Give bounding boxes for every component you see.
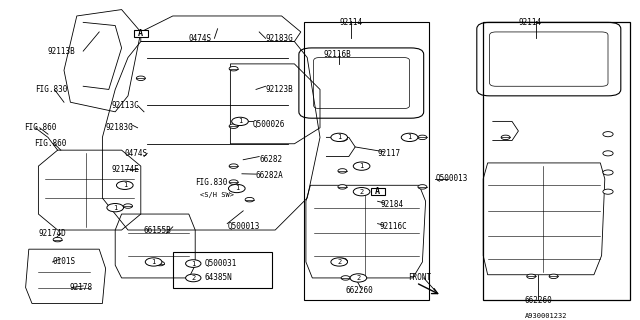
Text: 92114: 92114 [518,18,541,27]
Text: 0474S: 0474S [189,34,212,43]
Circle shape [331,258,348,266]
Circle shape [418,185,427,189]
Text: 92183G: 92183G [266,34,293,43]
Circle shape [603,132,613,137]
Text: 92183G: 92183G [106,123,133,132]
Text: A: A [375,187,380,196]
Circle shape [156,261,164,266]
Text: 1: 1 [238,118,242,124]
Circle shape [338,169,347,173]
Circle shape [501,135,510,140]
Text: 64385N: 64385N [205,273,232,283]
Circle shape [331,133,348,141]
Text: 0474S: 0474S [125,149,148,158]
Circle shape [401,133,418,141]
Text: 2: 2 [360,189,364,195]
Bar [371,188,385,195]
Circle shape [229,124,238,128]
Circle shape [124,183,132,188]
Text: 1: 1 [337,134,341,140]
Text: 1: 1 [191,260,195,267]
Bar [483,22,630,300]
Circle shape [116,181,133,189]
Text: 92184: 92184 [381,200,404,209]
Text: 1: 1 [123,182,127,188]
Bar [304,22,429,300]
Circle shape [229,67,238,71]
Text: FIG.860: FIG.860 [24,123,57,132]
Bar [173,252,272,287]
Text: 92116B: 92116B [323,50,351,59]
Circle shape [229,180,238,184]
Text: 66282: 66282 [259,155,282,164]
Text: 92116C: 92116C [380,222,407,231]
Text: 662260: 662260 [346,286,373,295]
Text: Q500013: Q500013 [227,222,260,231]
Text: 662260: 662260 [525,296,552,305]
Text: 0101S: 0101S [52,258,76,267]
Circle shape [124,204,132,208]
Circle shape [603,189,613,194]
Text: 1: 1 [235,186,239,191]
Circle shape [136,76,145,81]
Circle shape [353,188,370,196]
Text: FIG.830: FIG.830 [195,178,228,187]
Circle shape [338,137,347,141]
Circle shape [186,260,201,268]
Circle shape [350,274,367,282]
Text: 92114: 92114 [339,18,362,27]
Text: 2: 2 [337,259,341,265]
Text: A: A [138,29,143,38]
Text: FIG.860: FIG.860 [34,139,67,148]
Circle shape [107,204,124,212]
Text: 92174E: 92174E [112,165,140,174]
Circle shape [418,135,427,140]
Circle shape [245,197,254,202]
Text: 92117: 92117 [378,149,401,158]
Text: 1: 1 [408,134,412,140]
Circle shape [549,274,558,279]
Text: FIG.830: FIG.830 [35,85,68,94]
Text: 66155B: 66155B [144,226,172,235]
Circle shape [338,185,347,189]
Text: Q500013: Q500013 [435,174,468,183]
Text: 92174D: 92174D [38,229,66,238]
Bar [134,30,148,37]
Text: 2: 2 [356,275,360,281]
Text: 92113B: 92113B [48,47,76,56]
Circle shape [53,237,62,242]
Text: 1: 1 [113,205,117,211]
Circle shape [603,151,613,156]
Circle shape [341,276,350,280]
Text: 1: 1 [152,259,156,265]
Circle shape [603,170,613,175]
Text: Q500026: Q500026 [253,120,285,129]
Text: 2: 2 [191,275,195,281]
Circle shape [232,117,248,125]
Text: 92178: 92178 [69,283,92,292]
Circle shape [353,162,370,170]
Circle shape [229,164,238,168]
Text: 1: 1 [360,163,364,169]
Text: Q500031: Q500031 [205,259,237,268]
Text: 92113C: 92113C [112,101,140,110]
Circle shape [228,184,245,193]
Text: 92123B: 92123B [266,85,293,94]
Text: 66282A: 66282A [256,171,284,180]
Text: A930001232: A930001232 [525,313,567,319]
Circle shape [186,274,201,282]
Text: FRONT: FRONT [408,273,431,283]
Circle shape [145,258,162,266]
Circle shape [338,258,347,263]
Text: <S/H SW>: <S/H SW> [200,192,234,198]
Circle shape [527,274,536,279]
